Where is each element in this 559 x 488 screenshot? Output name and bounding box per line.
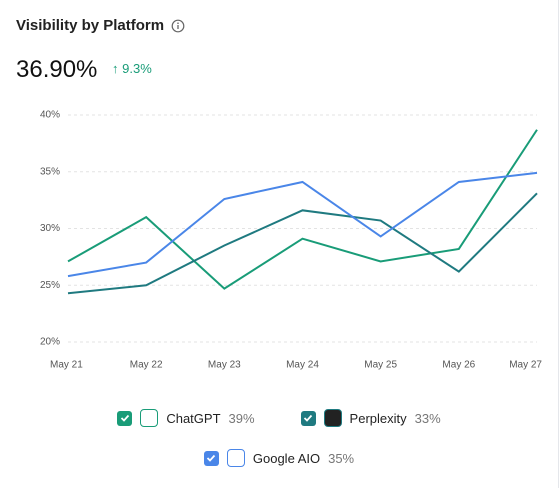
legend-label: ChatGPT — [166, 410, 221, 426]
legend-row: ChatGPT 39% Perplexity 33% — [0, 409, 558, 427]
y-tick-label: 25% — [40, 280, 60, 291]
legend-checkbox[interactable] — [117, 410, 133, 426]
title-row: Visibility by Platform — [16, 17, 185, 34]
legend-label: Perplexity — [349, 410, 407, 426]
legend-row: Google AIO 35% — [0, 449, 558, 467]
legend-share: 39% — [228, 410, 255, 426]
legend-share: 35% — [328, 450, 355, 466]
series-line — [67, 192, 538, 295]
change: ↑ 9.3% — [112, 61, 152, 76]
series-line — [67, 171, 538, 278]
platform-logo — [140, 409, 159, 427]
legend-label: Google AIO — [252, 450, 321, 466]
x-tick-label: May 21 — [50, 360, 83, 371]
y-tick-label: 30% — [40, 223, 60, 234]
chart: 20% 25% 30% 35% 40% May 21 May 22 May 23 May 24 M… — [40, 110, 542, 371]
change-value: 9.3% — [122, 61, 152, 76]
legend-item[interactable]: Google AIO 35% — [203, 449, 355, 467]
y-tick-label: 35% — [40, 166, 60, 177]
x-tick-label: May 23 — [208, 360, 241, 371]
headline: 36.90% — [16, 56, 98, 83]
legend-share: 33% — [414, 410, 441, 426]
legend-item[interactable]: ChatGPT 39% — [117, 409, 255, 427]
x-tick-label: May 25 — [364, 360, 397, 371]
platform-logo — [323, 409, 342, 427]
info-icon[interactable] — [171, 19, 185, 33]
x-tick-label: May 22 — [130, 360, 163, 371]
legend-checkbox[interactable] — [300, 410, 316, 426]
legend-item[interactable]: Perplexity 33% — [300, 409, 441, 427]
legend-checkbox[interactable] — [203, 450, 219, 466]
y-tick-label: 20% — [40, 337, 60, 348]
platform-logo — [226, 449, 245, 467]
x-tick-label: May 27 — [509, 360, 542, 371]
x-tick-label: May 26 — [442, 360, 475, 371]
series-line — [67, 129, 538, 290]
y-tick-label: 40% — [40, 110, 60, 121]
chart-title: Visibility by Platform — [16, 17, 165, 34]
x-tick-label: May 24 — [286, 360, 319, 371]
